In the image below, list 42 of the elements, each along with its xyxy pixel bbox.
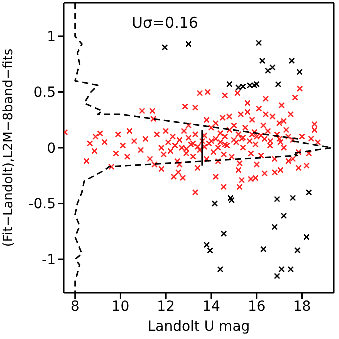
point [217, 266, 224, 273]
point [275, 81, 282, 88]
point [207, 247, 214, 254]
annotation: Uσ=0.16 [132, 14, 198, 32]
point [265, 68, 272, 74]
y-axis-title: (Fit−Landolt),L2M−8band−fits [2, 48, 17, 248]
point [260, 246, 267, 253]
y-tick-label: 0.5 [34, 85, 56, 102]
y-tick-label: 0 [47, 140, 56, 157]
point [186, 41, 192, 48]
point [226, 81, 233, 88]
x-axis-title: Landolt U mag [148, 319, 250, 335]
point [259, 58, 266, 64]
point [306, 189, 312, 196]
x-tick-label: 8 [70, 298, 80, 315]
x-tick-label: 16 [248, 298, 266, 315]
y-tick-label: -1 [42, 252, 56, 269]
point [220, 230, 228, 238]
point [304, 234, 310, 240]
point [228, 197, 236, 204]
x-tick-label: 10 [112, 298, 130, 315]
point [274, 196, 280, 202]
point [256, 40, 262, 46]
point [162, 44, 168, 51]
point [204, 242, 210, 248]
y-tick-label: 1 [47, 29, 56, 46]
point [274, 273, 280, 280]
point [280, 212, 288, 220]
point [288, 58, 296, 64]
point [290, 195, 296, 202]
x-tick-label: 12 [157, 298, 176, 315]
point [288, 266, 294, 273]
point [212, 200, 218, 207]
point [270, 64, 276, 71]
y-tick-label: -0.5 [28, 196, 56, 213]
point [296, 69, 304, 76]
x-tick-label: 14 [202, 298, 220, 315]
point [278, 266, 285, 273]
point [228, 195, 234, 202]
point [294, 247, 301, 254]
point [272, 224, 278, 230]
x-tick-label: 18 [293, 298, 312, 315]
